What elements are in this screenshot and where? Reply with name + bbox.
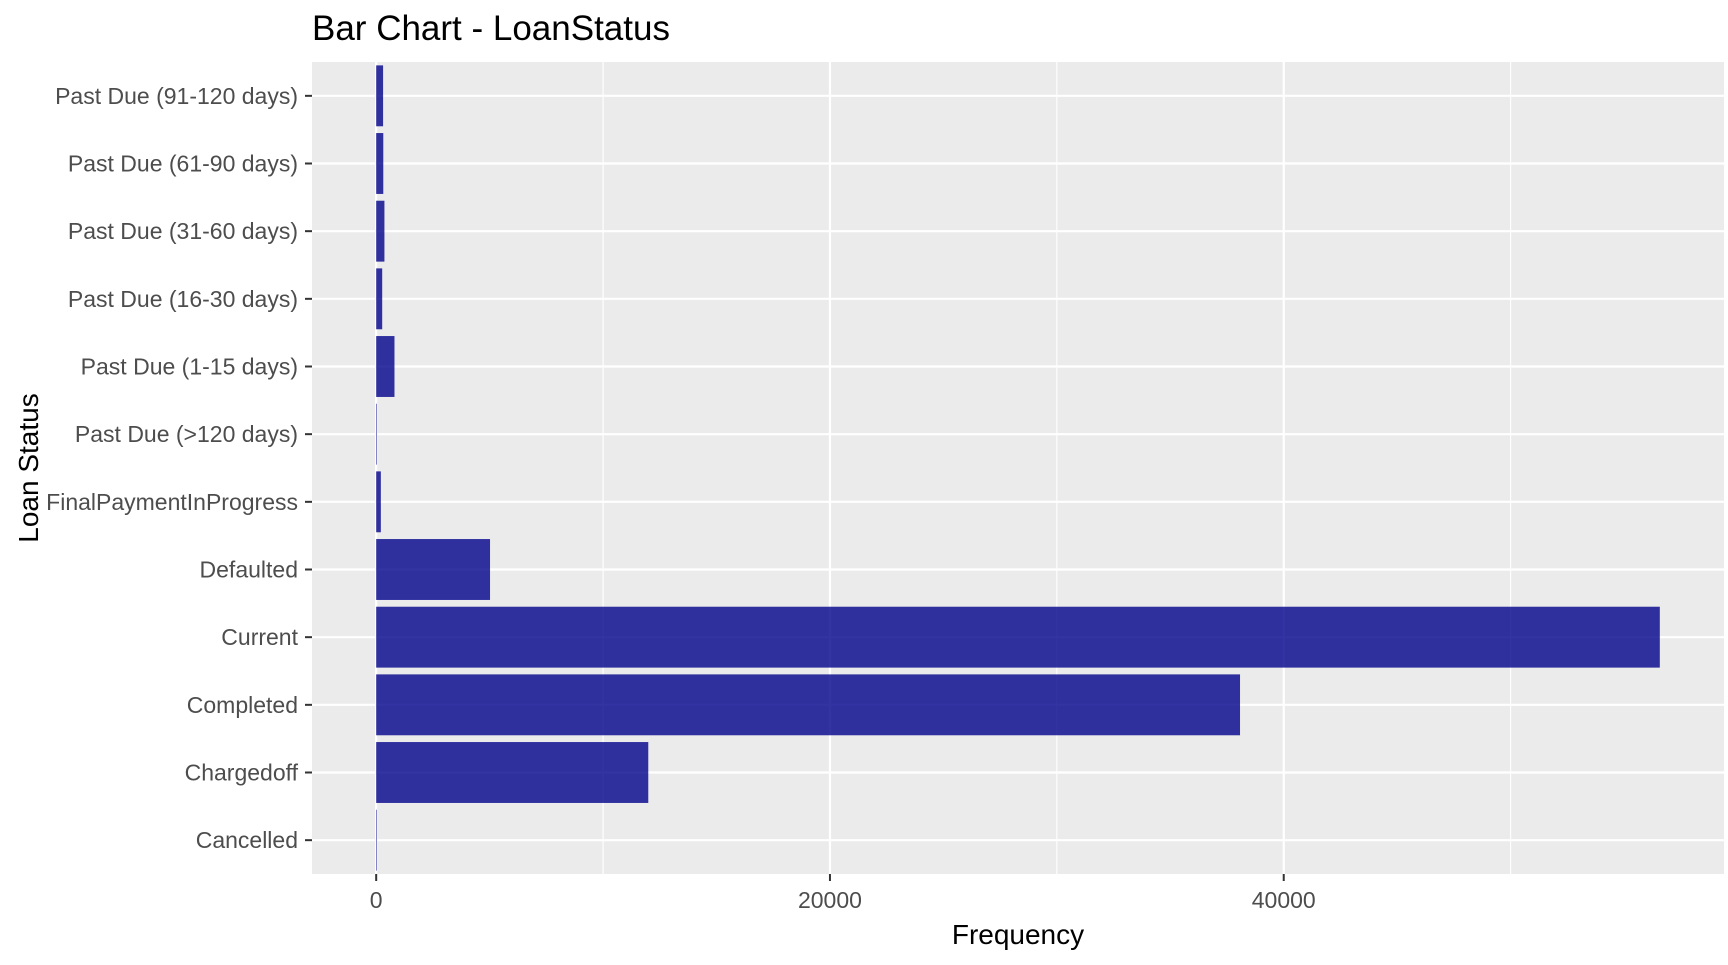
x-axis-title: Frequency bbox=[952, 919, 1084, 950]
y-axis-title: Loan Status bbox=[13, 393, 44, 542]
y-axis: Cancelled Chargedoff Completed Current Defau… bbox=[46, 83, 312, 853]
bar-past-due-31-60-days bbox=[376, 200, 385, 262]
bar-completed bbox=[376, 674, 1241, 736]
y-tick-label: Defaulted bbox=[200, 557, 298, 583]
x-tick-label: 0 bbox=[370, 887, 383, 913]
x-tick-label: 20000 bbox=[798, 887, 862, 913]
y-tick-label: FinalPaymentInProgress bbox=[46, 489, 298, 515]
bar-defaulted bbox=[376, 539, 491, 600]
y-tick-label: Past Due (>120 days) bbox=[75, 421, 298, 447]
y-tick-label: Current bbox=[221, 624, 298, 650]
bar-current bbox=[376, 606, 1660, 668]
y-tick-label: Completed bbox=[187, 692, 298, 718]
bar-chargedoff bbox=[376, 742, 649, 803]
y-tick-label: Past Due (16-30 days) bbox=[68, 286, 298, 312]
plot-panel bbox=[312, 62, 1724, 874]
chart-title: Bar Chart - LoanStatus bbox=[312, 9, 670, 48]
bar-past-due-16-30-days bbox=[376, 268, 383, 330]
bar-finalpaymentinprogress bbox=[376, 471, 381, 533]
y-tick-label: Chargedoff bbox=[185, 760, 299, 786]
bar-cancelled bbox=[376, 809, 377, 871]
y-tick-label: Past Due (91-120 days) bbox=[55, 83, 298, 109]
bar-past-due-91-120-days bbox=[376, 65, 384, 127]
y-tick-label: Past Due (61-90 days) bbox=[68, 151, 298, 177]
y-tick-label: Cancelled bbox=[196, 827, 298, 853]
x-axis: 0 20000 40000 bbox=[370, 874, 1316, 913]
bar-past-due-1-15-days bbox=[376, 336, 395, 397]
bar-past-due-120-days bbox=[376, 403, 377, 465]
bar-past-due-61-90-days bbox=[376, 133, 384, 194]
y-tick-label: Past Due (31-60 days) bbox=[68, 218, 298, 244]
y-tick-label: Past Due (1-15 days) bbox=[81, 354, 298, 380]
bars bbox=[376, 65, 1660, 871]
x-tick-label: 40000 bbox=[1252, 887, 1316, 913]
